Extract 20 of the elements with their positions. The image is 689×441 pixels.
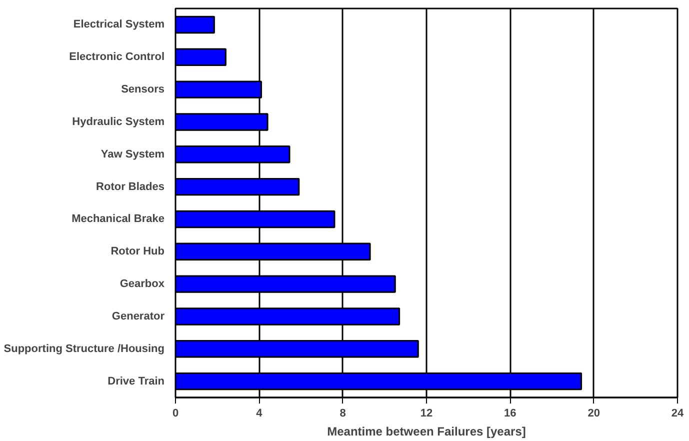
x-tick-label: 16	[504, 408, 516, 420]
y-tick-label: Generator	[112, 310, 166, 322]
x-tick-label: 12	[420, 408, 433, 420]
y-tick-label: Supporting Structure /Housing	[4, 342, 165, 355]
y-tick-label: Rotor Hub	[110, 246, 165, 258]
y-tick-label: Hydraulic System	[72, 116, 165, 128]
x-axis-title: Meantime between Failures [years]	[327, 424, 526, 438]
y-tick-label: Drive Train	[108, 375, 165, 388]
y-tick-label: Gearbox	[120, 278, 166, 290]
y-tick-label: Yaw System	[100, 148, 165, 160]
x-tick-label: 24	[671, 408, 684, 420]
x-tick-label: 0	[172, 408, 179, 420]
x-tick-label: 20	[588, 408, 600, 420]
y-tick-label: Sensors	[121, 84, 165, 96]
y-tick-label: Mechanical Brake	[72, 213, 164, 226]
x-tick-label: 4	[256, 408, 264, 420]
y-tick-label: Electronic Control	[69, 51, 164, 64]
y-tick-label: Rotor Blades	[96, 180, 165, 193]
x-tick-label: 8	[340, 408, 346, 420]
y-tick-label: Electrical System	[73, 18, 165, 31]
